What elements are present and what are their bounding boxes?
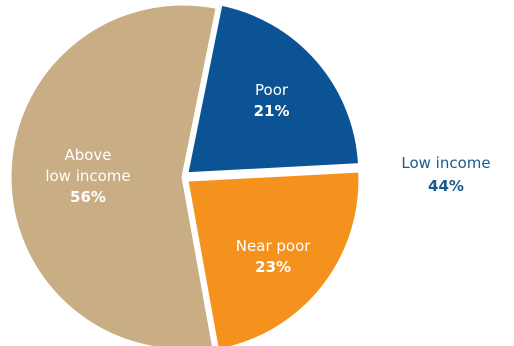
pie-slice-near-poor — [185, 169, 362, 346]
pie-slice-above-low-income — [8, 2, 219, 346]
low-income-value: 44% — [428, 177, 464, 195]
slice-label: Near poor — [236, 237, 311, 255]
slice-label: low income — [45, 167, 130, 185]
slice-label-group: Poor 21% — [254, 81, 290, 120]
slice-label: Poor — [255, 81, 289, 99]
slice-label-group: Above low income 56% — [45, 146, 130, 206]
slice-value-label: 56% — [70, 188, 106, 206]
pie-slice-poor — [185, 2, 362, 176]
slice-value-label: 21% — [254, 102, 290, 120]
low-income-annotation: Low income 44% — [396, 152, 496, 198]
low-income-label: Low income — [401, 154, 491, 172]
slice-label-group: Near poor 23% — [236, 237, 311, 276]
slice-label: Above — [64, 146, 111, 164]
slice-value-label: 23% — [255, 258, 291, 276]
